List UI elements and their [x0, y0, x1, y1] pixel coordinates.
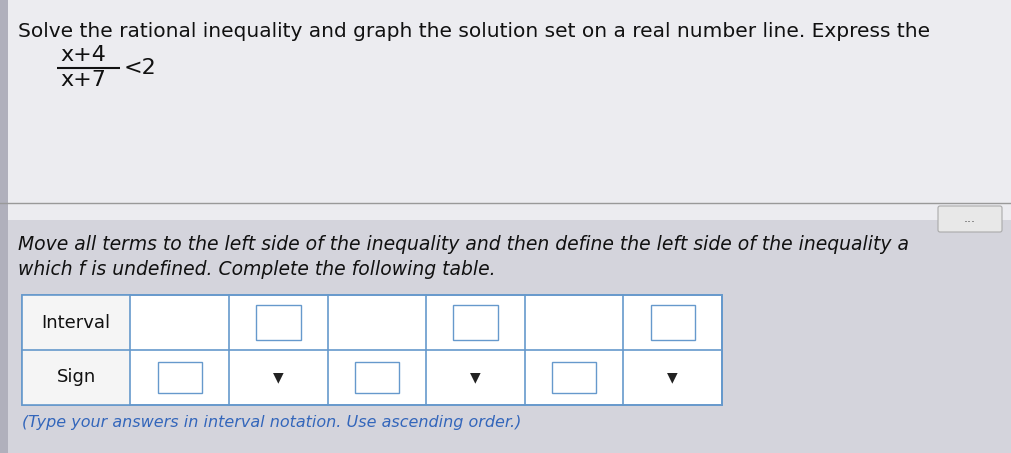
Bar	[650, 305, 695, 340]
Bar	[22, 295, 130, 405]
Text: ▼: ▼	[470, 371, 480, 385]
Bar	[0, 0, 8, 453]
Text: Sign: Sign	[57, 368, 96, 386]
Bar	[22, 295, 721, 405]
Bar	[158, 362, 202, 393]
Text: Interval: Interval	[41, 313, 110, 332]
Bar	[551, 362, 595, 393]
Text: <2: <2	[124, 58, 157, 78]
FancyBboxPatch shape	[937, 206, 1001, 232]
Bar	[0, 220, 1011, 453]
Text: x+4: x+4	[60, 45, 106, 65]
Bar	[256, 305, 300, 340]
Text: x+7: x+7	[60, 70, 106, 90]
Text: which f is undefined. Complete the following table.: which f is undefined. Complete the follo…	[18, 260, 495, 279]
Text: (Type your answers in interval notation. Use ascending order.): (Type your answers in interval notation.…	[22, 415, 521, 430]
Text: ...: ...	[963, 212, 975, 226]
Bar	[355, 362, 398, 393]
Text: ▼: ▼	[273, 371, 283, 385]
Text: Move all terms to the left side of the inequality and then define the left side : Move all terms to the left side of the i…	[18, 235, 908, 254]
Bar	[0, 0, 1011, 220]
Bar	[453, 305, 497, 340]
Text: Solve the rational inequality and graph the solution set on a real number line. : Solve the rational inequality and graph …	[18, 22, 929, 41]
Text: ▼: ▼	[666, 371, 677, 385]
Bar	[22, 295, 721, 405]
